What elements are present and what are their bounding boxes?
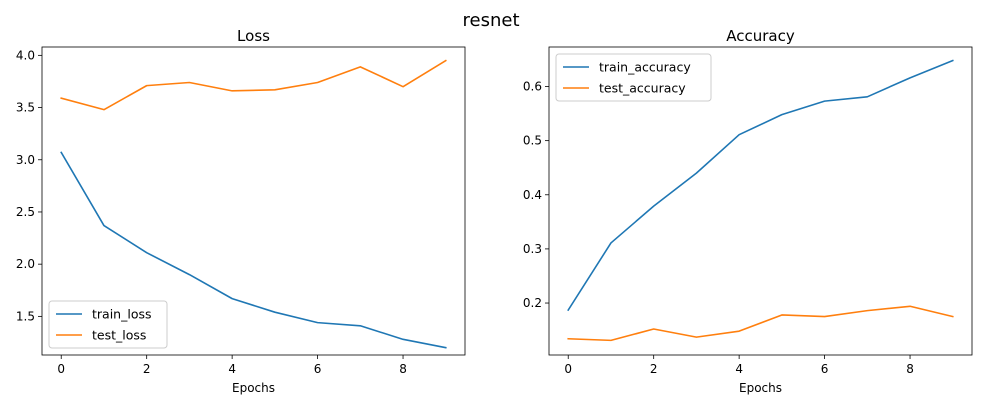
chart-2-axes-frame: [548, 46, 973, 356]
chart-2-legend-label-train_accuracy: train_accuracy: [599, 60, 691, 75]
chart-1-ytick-label-4: 4.0: [16, 48, 35, 62]
chart-1-series-train_loss-line: [60, 151, 447, 349]
chart-2-ytick-label-0.2: 0.2: [523, 296, 542, 310]
chart-2-xtick-label-8: 8: [906, 362, 914, 376]
chart-2-xtick-label-2: 2: [650, 362, 658, 376]
chart-1-xtick-label-8: 8: [399, 362, 407, 376]
chart-2-xtick-label-4: 4: [735, 362, 743, 376]
chart-2-ytick-label-0.6: 0.6: [523, 80, 542, 94]
chart-1-group: 0 2 4 6 8 1.5 2.0 2.5 3.0 3.5 4.0 Loss Epochs train_l…: [16, 27, 466, 395]
chart-2-legend-box: [555, 53, 712, 102]
chart-1-legend-label-test_loss: test_loss: [92, 328, 146, 343]
chart-1-xtick-label-2: 2: [143, 362, 151, 376]
chart-2-ytick-label-0.5: 0.5: [523, 134, 542, 148]
chart-1-legend-box: [48, 300, 168, 349]
chart-1-xtick-label-6: 6: [314, 362, 322, 376]
chart-1-axes-frame: [41, 46, 466, 356]
chart-2-ytick-label-0.3: 0.3: [523, 242, 542, 256]
chart-1-series-test_loss-line: [60, 59, 447, 111]
chart-1-legend: train_loss test_loss: [48, 300, 168, 349]
chart-1-xtick-label-0: 0: [57, 362, 65, 376]
chart-1-ytick-label-3: 3.0: [16, 153, 35, 167]
chart-1-ytick-label-2.5: 2.5: [16, 205, 35, 219]
chart-2-group: 0 2 4 6 8 0.2 0.3 0.4 0.5 0.6 Accuracy Epochs train_…: [523, 27, 973, 395]
chart-1-ytick-label-2: 2.0: [16, 257, 35, 271]
chart-2-title: Accuracy: [726, 27, 795, 45]
chart-2-ytick-label-0.4: 0.4: [523, 188, 542, 202]
chart-2-series-test_accuracy-line: [567, 305, 954, 342]
chart-2-xtick-label-0: 0: [564, 362, 572, 376]
chart-1-title: Loss: [237, 27, 270, 45]
chart-1-legend-label-train_loss: train_loss: [92, 307, 152, 322]
chart-1-xlabel: Epochs: [232, 381, 275, 395]
chart-2-series-train_accuracy-line: [567, 59, 954, 312]
figure-suptitle: resnet: [463, 10, 520, 31]
chart-2-legend: train_accuracy test_accuracy: [555, 53, 712, 102]
chart-2-xtick-label-6: 6: [821, 362, 829, 376]
chart-2-xlabel: Epochs: [739, 381, 782, 395]
chart-2-legend-label-test_accuracy: test_accuracy: [599, 81, 686, 96]
chart-1-xtick-label-4: 4: [228, 362, 236, 376]
chart-1-ytick-label-1.5: 1.5: [16, 309, 35, 323]
chart-1-ytick-label-3.5: 3.5: [16, 101, 35, 115]
plots: 0 2 4 6 8 1.5 2.0 2.5 3.0 3.5 4.0 Loss Epochs train_l…: [16, 27, 973, 395]
